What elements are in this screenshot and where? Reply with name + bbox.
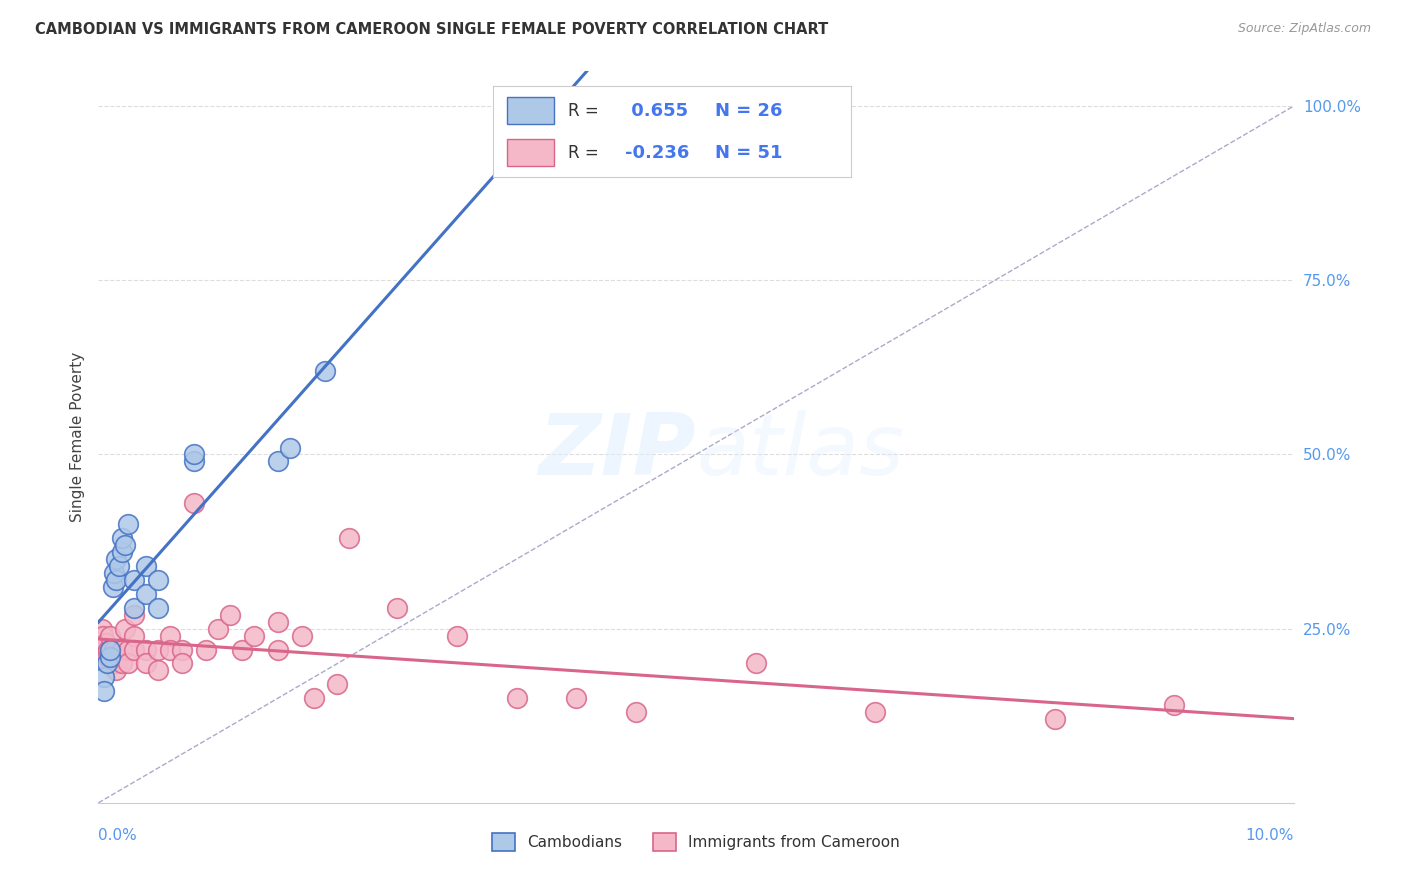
- Point: [111, 545, 134, 559]
- Point: [117, 517, 139, 532]
- Point: [159, 629, 181, 643]
- Point: [98, 649, 122, 664]
- Point: [135, 558, 157, 573]
- Point: [117, 657, 139, 671]
- Point: [267, 454, 290, 468]
- Text: 0.0%: 0.0%: [98, 828, 138, 843]
- Point: [243, 629, 266, 643]
- Text: ZIP: ZIP: [538, 410, 696, 493]
- Point: [626, 705, 648, 719]
- Point: [91, 629, 114, 643]
- Point: [105, 657, 128, 671]
- Point: [1043, 712, 1066, 726]
- Point: [565, 691, 588, 706]
- Point: [111, 657, 134, 671]
- Point: [148, 642, 170, 657]
- Point: [114, 622, 136, 636]
- Point: [101, 649, 124, 664]
- Point: [111, 642, 134, 657]
- Point: [98, 657, 122, 671]
- Point: [91, 622, 114, 636]
- Point: [865, 705, 887, 719]
- Point: [124, 642, 146, 657]
- Point: [315, 364, 337, 378]
- Point: [98, 642, 122, 657]
- Y-axis label: Single Female Poverty: Single Female Poverty: [69, 352, 84, 522]
- Point: [494, 141, 516, 155]
- Point: [148, 600, 170, 615]
- Point: [446, 629, 468, 643]
- Point: [339, 531, 361, 545]
- Point: [96, 649, 118, 664]
- Point: [93, 642, 115, 657]
- Point: [98, 629, 122, 643]
- Point: [101, 580, 124, 594]
- Point: [124, 629, 146, 643]
- Legend: Cambodians, Immigrants from Cameroon: Cambodians, Immigrants from Cameroon: [486, 827, 905, 857]
- Point: [103, 566, 125, 580]
- Text: 10.0%: 10.0%: [1246, 828, 1294, 843]
- Point: [117, 642, 139, 657]
- Point: [183, 454, 205, 468]
- Point: [98, 642, 122, 657]
- Text: Source: ZipAtlas.com: Source: ZipAtlas.com: [1237, 22, 1371, 36]
- Point: [103, 642, 125, 657]
- Point: [219, 607, 242, 622]
- Point: [105, 573, 128, 587]
- Point: [291, 629, 314, 643]
- Point: [148, 573, 170, 587]
- Text: atlas: atlas: [696, 410, 904, 493]
- Point: [231, 642, 253, 657]
- Point: [385, 600, 409, 615]
- Point: [135, 642, 157, 657]
- Point: [302, 691, 325, 706]
- Point: [107, 558, 129, 573]
- Point: [207, 622, 229, 636]
- Point: [183, 448, 205, 462]
- Point: [195, 642, 218, 657]
- Point: [96, 657, 118, 671]
- Point: [105, 664, 128, 678]
- Point: [124, 607, 146, 622]
- Point: [745, 657, 768, 671]
- Point: [93, 684, 115, 698]
- Point: [105, 552, 128, 566]
- Point: [135, 587, 157, 601]
- Text: CAMBODIAN VS IMMIGRANTS FROM CAMEROON SINGLE FEMALE POVERTY CORRELATION CHART: CAMBODIAN VS IMMIGRANTS FROM CAMEROON SI…: [35, 22, 828, 37]
- Point: [124, 573, 146, 587]
- Point: [94, 635, 117, 649]
- Point: [93, 670, 115, 684]
- Point: [124, 600, 146, 615]
- Point: [326, 677, 349, 691]
- Point: [172, 657, 194, 671]
- Point: [172, 642, 194, 657]
- Point: [148, 664, 170, 678]
- Point: [159, 642, 181, 657]
- Point: [267, 642, 290, 657]
- Point: [267, 615, 290, 629]
- Point: [183, 496, 205, 510]
- Point: [1163, 698, 1185, 713]
- Point: [114, 538, 136, 552]
- Point: [107, 649, 129, 664]
- Point: [278, 441, 301, 455]
- Point: [506, 691, 529, 706]
- Point: [97, 642, 120, 657]
- Point: [111, 531, 134, 545]
- Point: [135, 657, 157, 671]
